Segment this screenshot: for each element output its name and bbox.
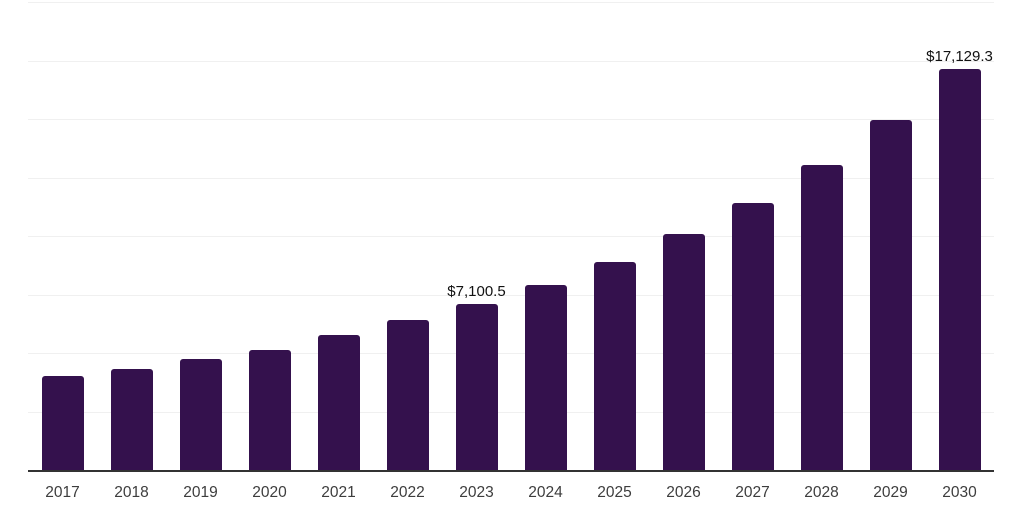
gridline (28, 353, 994, 354)
x-tick-label-2019: 2019 (183, 484, 218, 501)
x-tick-label-2028: 2028 (804, 484, 839, 501)
bar-2023 (455, 303, 498, 470)
bar-2026 (662, 234, 705, 470)
bar-2018 (110, 368, 153, 470)
bar-2021 (317, 334, 360, 470)
bar-2028 (800, 164, 843, 470)
x-tick-label-2022: 2022 (390, 484, 425, 501)
x-tick-label-2018: 2018 (114, 484, 149, 501)
x-tick-label-2017: 2017 (45, 484, 80, 501)
x-axis-line (28, 470, 994, 472)
bar-2027 (731, 203, 774, 470)
x-tick-label-2025: 2025 (597, 484, 632, 501)
bar-2024 (524, 284, 567, 470)
gridline (28, 294, 994, 296)
gridline (28, 60, 994, 62)
gridline (28, 119, 994, 120)
data-label-2023: $7,100.5 (447, 282, 506, 300)
x-tick-label-2024: 2024 (528, 484, 563, 501)
bar-2030 (938, 69, 981, 470)
bar-2020 (248, 349, 291, 470)
x-tick-label-2020: 2020 (252, 484, 287, 501)
x-tick-label-2029: 2029 (873, 484, 908, 501)
x-tick-label-2026: 2026 (666, 484, 701, 501)
gridline (28, 2, 994, 3)
x-tick-label-2027: 2027 (735, 484, 770, 501)
x-tick-label-2030: 2030 (942, 484, 977, 501)
bar-2019 (179, 359, 222, 470)
bar-2025 (593, 261, 636, 470)
bar-2022 (386, 320, 429, 470)
gridline (28, 411, 994, 413)
bar-2029 (869, 120, 912, 470)
data-label-2030: $17,129.3 (926, 48, 993, 66)
gridline (28, 177, 994, 179)
x-tick-label-2021: 2021 (321, 484, 356, 501)
gridline (28, 236, 994, 237)
x-tick-label-2023: 2023 (459, 484, 494, 501)
plot-area (28, 2, 994, 470)
bar-2017 (41, 375, 84, 470)
